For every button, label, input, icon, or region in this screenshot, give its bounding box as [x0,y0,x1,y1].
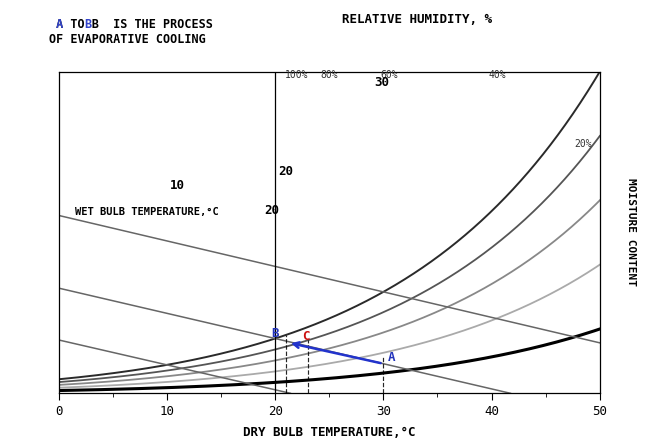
Text: RELATIVE HUMIDITY, %: RELATIVE HUMIDITY, % [342,13,492,26]
Text: C: C [303,330,310,343]
Text: 20%: 20% [575,139,593,149]
Text: B: B [84,18,91,31]
Text: 60%: 60% [380,70,398,80]
Text: A: A [388,351,395,364]
Text: MOISTURE CONTENT: MOISTURE CONTENT [626,178,636,287]
Text: 80%: 80% [320,70,338,80]
Text: 20: 20 [264,204,279,217]
Text: 20: 20 [278,164,293,177]
Text: A TO B  IS THE PROCESS
OF EVAPORATIVE COOLING: A TO B IS THE PROCESS OF EVAPORATIVE COO… [49,18,213,46]
Text: B: B [271,327,278,340]
Text: 100%: 100% [285,70,308,80]
Text: A: A [49,18,63,31]
X-axis label: DRY BULB TEMPERATURE,°C: DRY BULB TEMPERATURE,°C [243,426,415,439]
Text: 10: 10 [170,179,185,192]
Text: 30: 30 [375,76,390,89]
Text: WET BULB TEMPERATURE,°C: WET BULB TEMPERATURE,°C [75,207,218,217]
Text: 40%: 40% [488,70,506,80]
